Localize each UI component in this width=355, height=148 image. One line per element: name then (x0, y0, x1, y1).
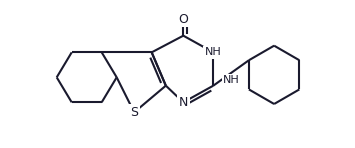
Text: NH: NH (223, 75, 240, 85)
Text: O: O (179, 13, 188, 25)
Text: S: S (130, 106, 138, 119)
Text: N: N (179, 96, 188, 109)
Text: NH: NH (205, 47, 222, 57)
